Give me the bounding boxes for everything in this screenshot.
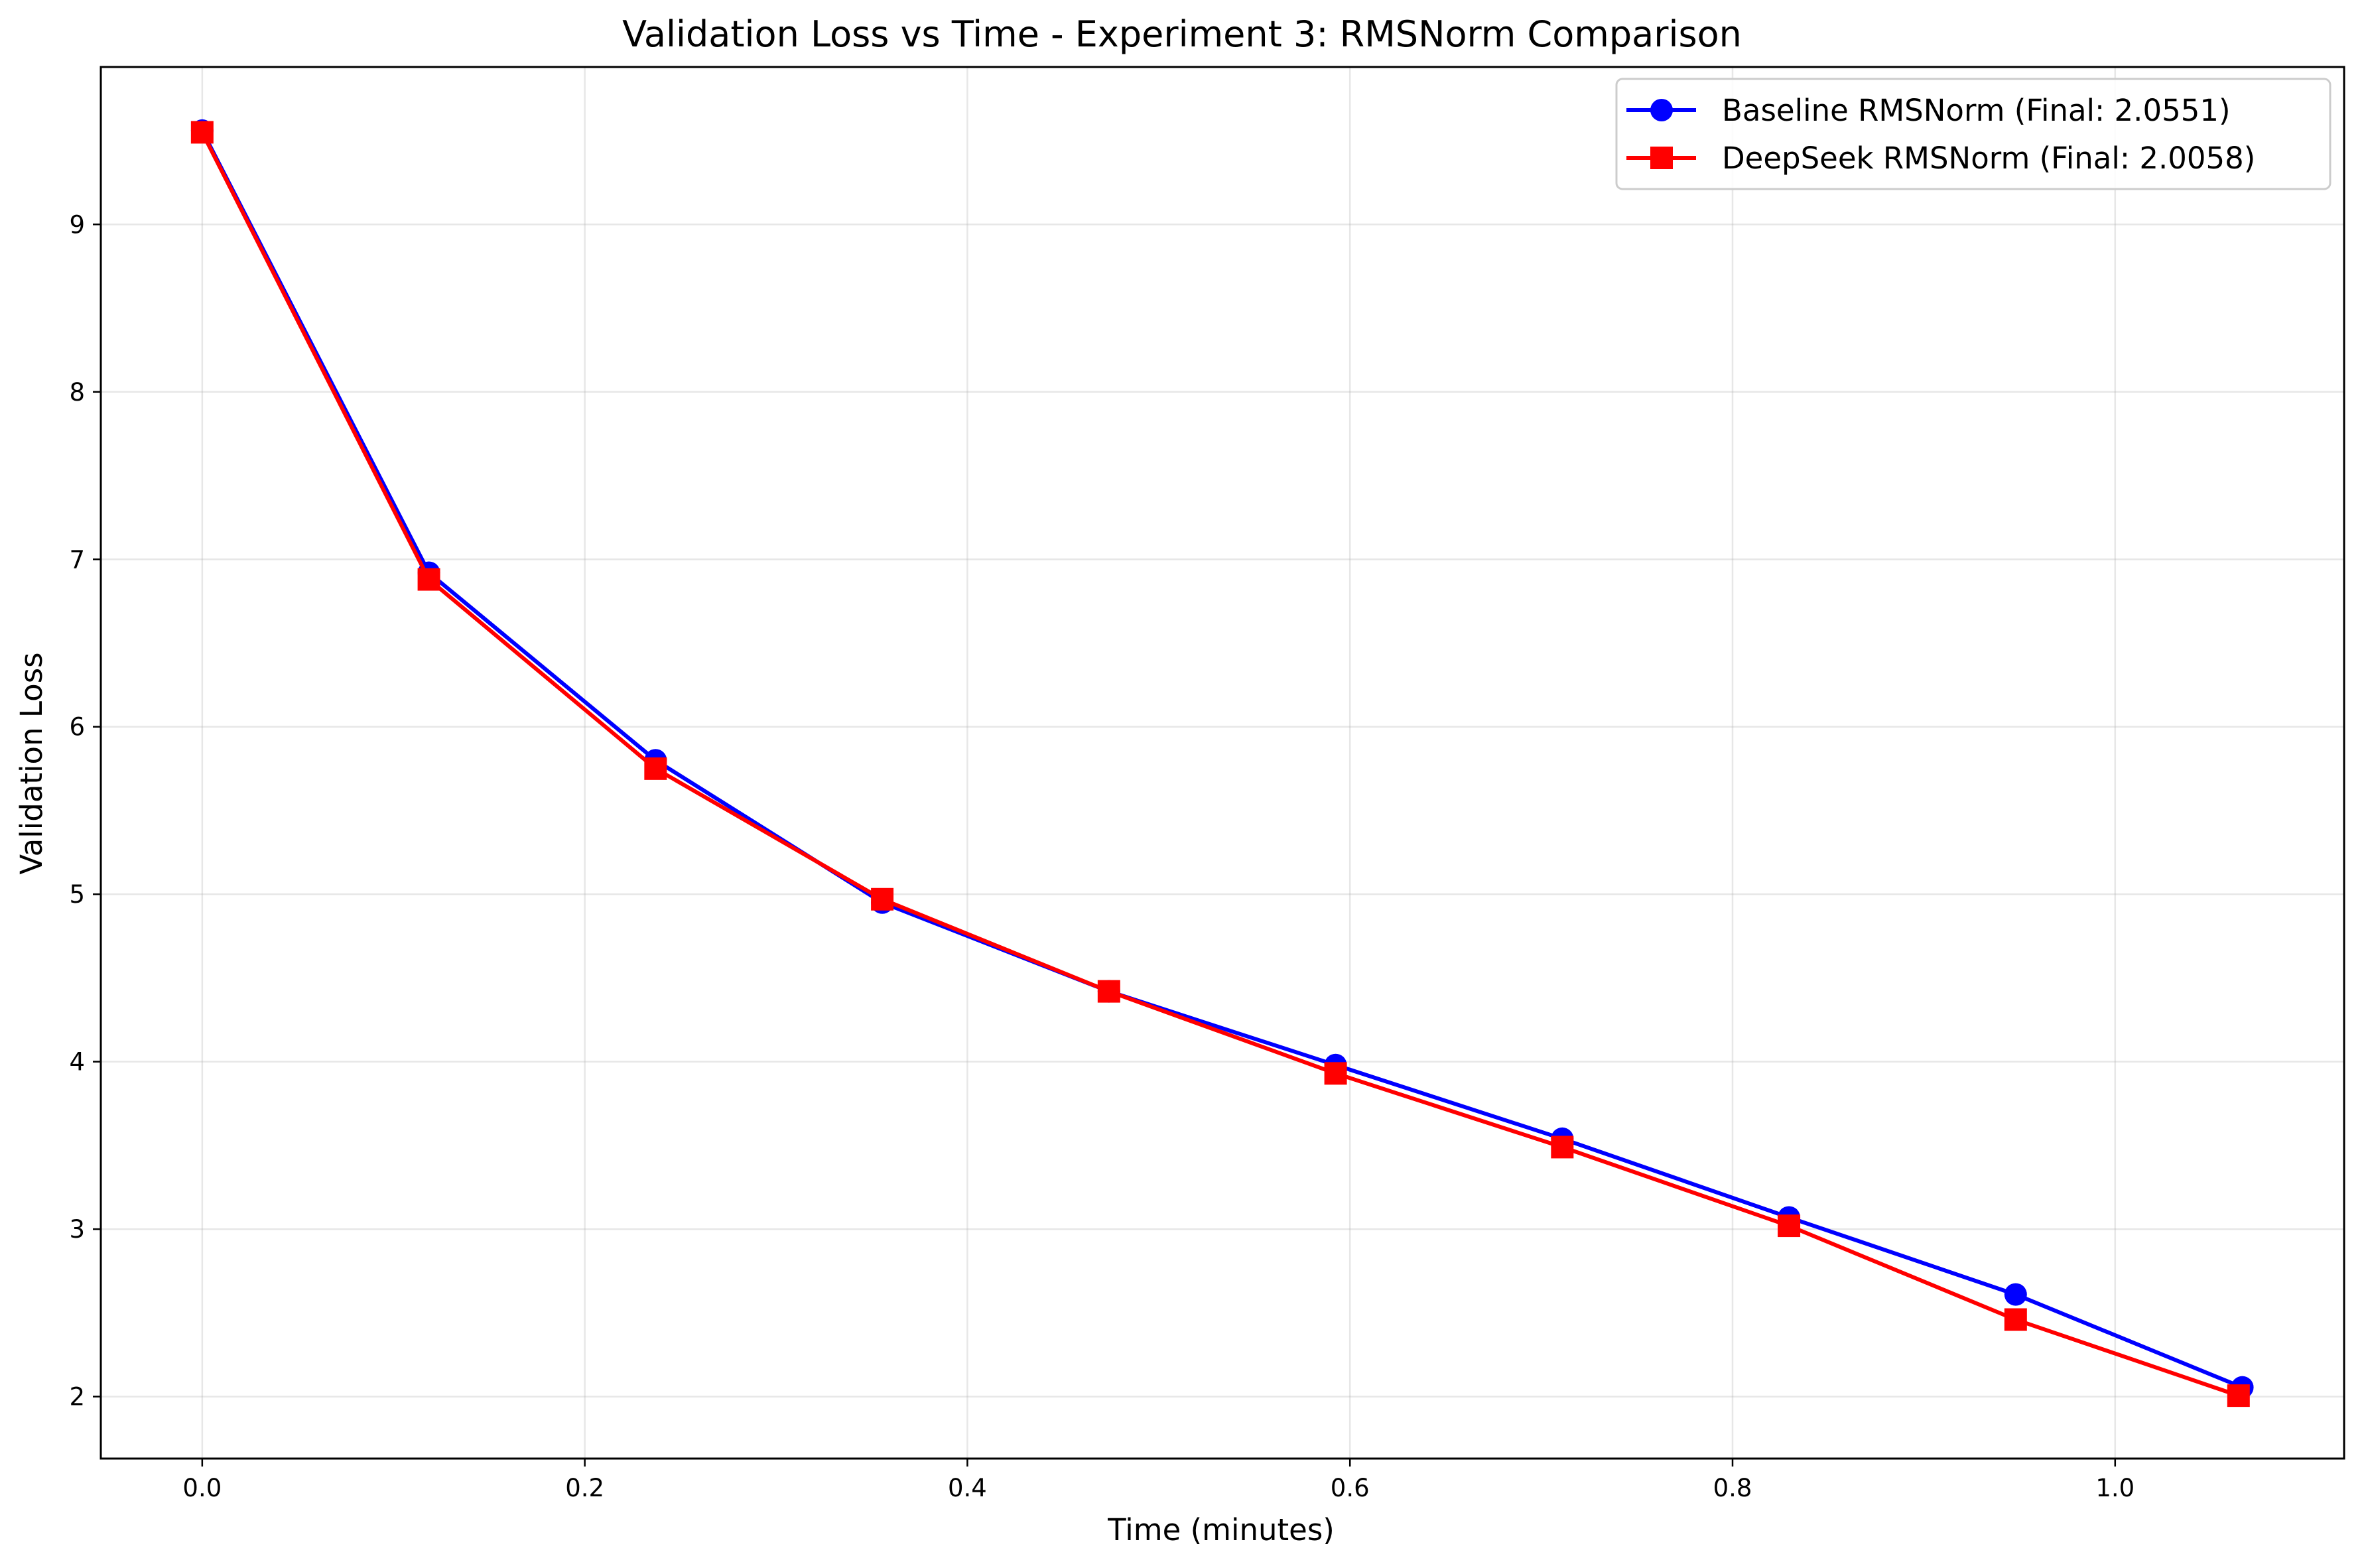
- data-point: [871, 887, 894, 911]
- y-tick-label: 6: [69, 713, 85, 742]
- y-axis-label: Validation Loss: [14, 652, 49, 874]
- chart-title: Validation Loss vs Time - Experiment 3: …: [622, 13, 1742, 55]
- series-1: [190, 121, 2250, 1407]
- legend-marker-baseline: [1650, 99, 1673, 121]
- data-point: [2227, 1384, 2250, 1407]
- series-layer: [190, 119, 2254, 1407]
- series-line: [200, 129, 2243, 1390]
- y-tick-label: 4: [69, 1048, 85, 1077]
- series-line: [200, 131, 2239, 1398]
- data-point: [1551, 1136, 1574, 1159]
- x-tick-label: 0.4: [948, 1474, 987, 1502]
- data-point: [1778, 1214, 1801, 1238]
- x-tick-label: 0.6: [1331, 1474, 1370, 1502]
- legend-marker-deepseek: [1650, 147, 1673, 169]
- x-axis-label: Time (minutes): [1107, 1512, 1335, 1547]
- data-point: [1097, 980, 1120, 1003]
- x-tick-label: 0.8: [1713, 1474, 1752, 1502]
- data-point: [190, 121, 214, 144]
- legend-label-baseline: Baseline RMSNorm (Final: 2.0551): [1722, 93, 2231, 128]
- x-tick-label: 0.0: [182, 1474, 222, 1502]
- data-point: [2004, 1283, 2027, 1306]
- y-tick-label: 2: [69, 1383, 85, 1411]
- x-tick-label: 0.2: [565, 1474, 604, 1502]
- y-tick-label: 5: [69, 880, 85, 909]
- axis-ticks: 0.0 0.2 0.4 0.6 0.8 1.0 2 3 4 5 6 7 8 9: [69, 210, 2134, 1502]
- x-tick-label: 1.0: [2095, 1474, 2134, 1502]
- data-point: [417, 568, 440, 591]
- legend-box: [1615, 78, 2331, 190]
- y-tick-label: 9: [69, 210, 85, 239]
- data-point: [2004, 1308, 2027, 1331]
- legend-label-deepseek: DeepSeek RMSNorm (Final: 2.0058): [1722, 141, 2255, 176]
- y-tick-label: 8: [69, 378, 85, 407]
- legend: Baseline RMSNorm (Final: 2.0551) DeepSee…: [1615, 78, 2331, 190]
- data-point: [1324, 1062, 1347, 1085]
- y-tick-label: 3: [69, 1215, 85, 1244]
- grid: [101, 67, 2344, 1459]
- y-tick-label: 7: [69, 545, 85, 574]
- data-point: [644, 757, 667, 780]
- plot-frame: [99, 66, 2345, 1460]
